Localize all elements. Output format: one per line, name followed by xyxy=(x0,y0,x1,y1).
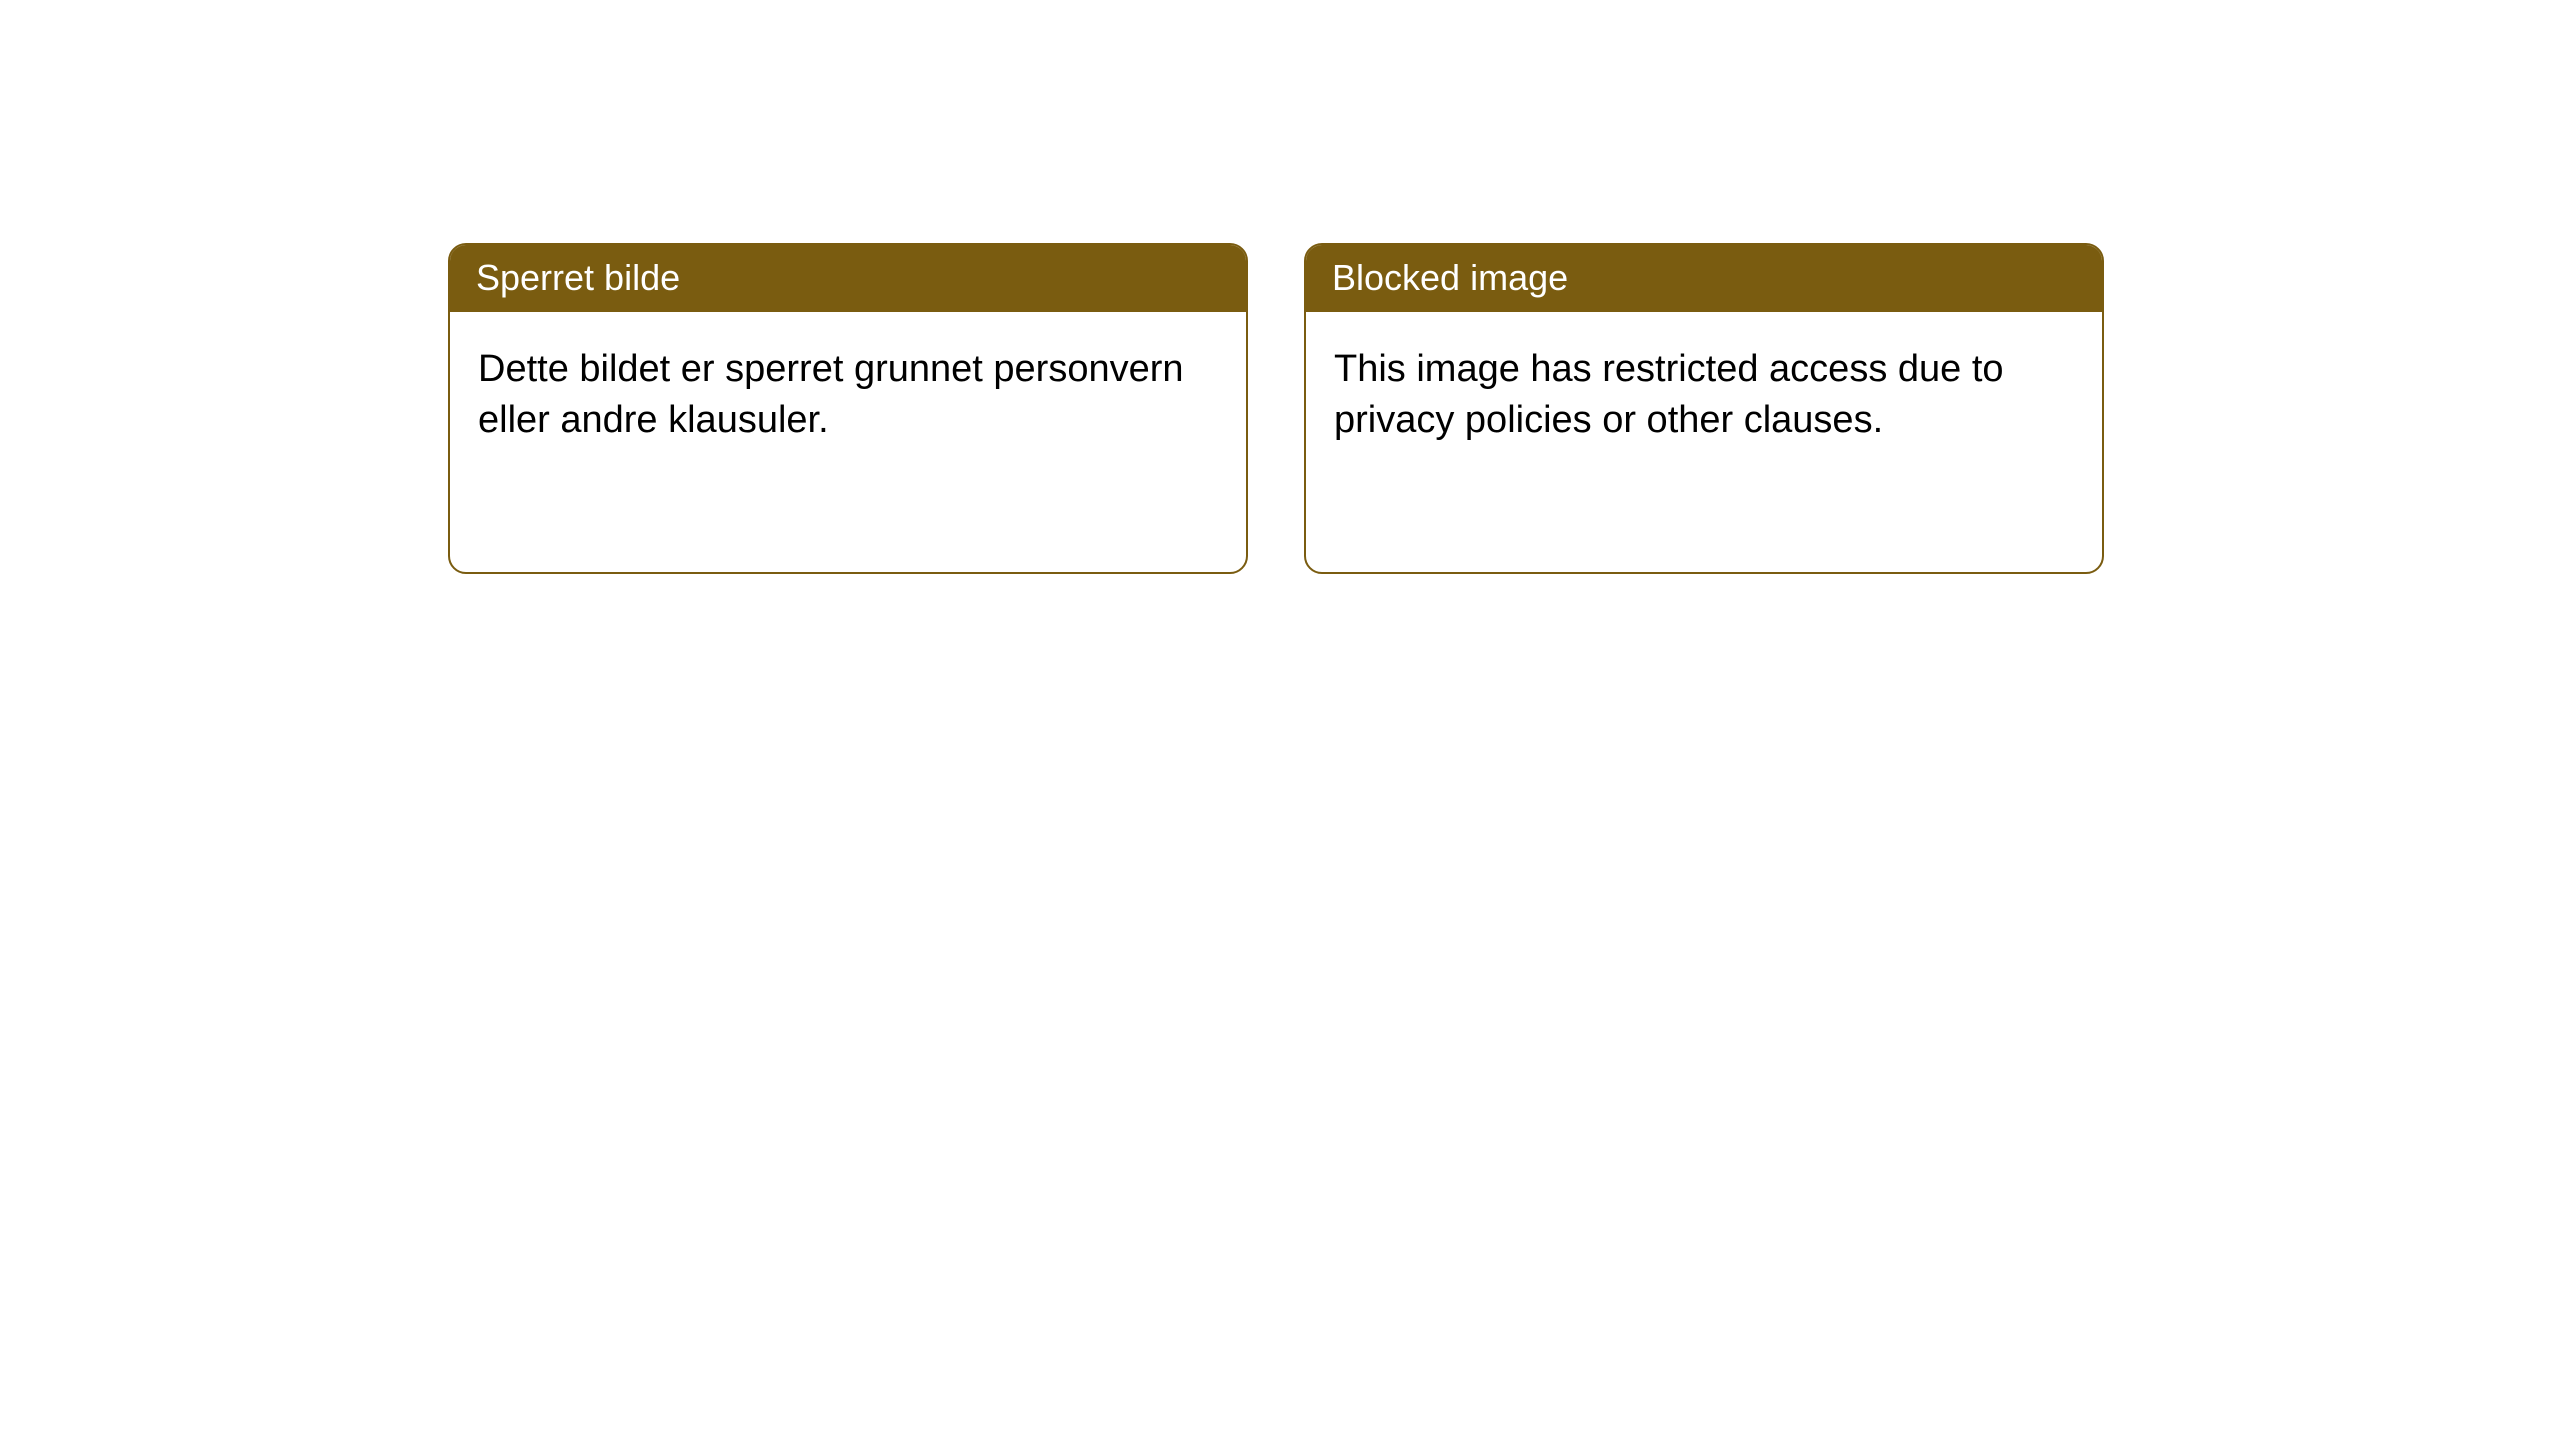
notice-body: Dette bildet er sperret grunnet personve… xyxy=(450,312,1246,479)
notice-body: This image has restricted access due to … xyxy=(1306,312,2102,479)
notice-text: This image has restricted access due to … xyxy=(1334,348,2004,441)
notice-box-norwegian: Sperret bilde Dette bildet er sperret gr… xyxy=(448,243,1248,574)
notice-title: Blocked image xyxy=(1332,257,1568,298)
notice-header: Blocked image xyxy=(1306,245,2102,312)
notice-title: Sperret bilde xyxy=(476,257,680,298)
notice-box-english: Blocked image This image has restricted … xyxy=(1304,243,2104,574)
notice-text: Dette bildet er sperret grunnet personve… xyxy=(478,348,1184,441)
notice-container: Sperret bilde Dette bildet er sperret gr… xyxy=(448,243,2104,574)
notice-header: Sperret bilde xyxy=(450,245,1246,312)
